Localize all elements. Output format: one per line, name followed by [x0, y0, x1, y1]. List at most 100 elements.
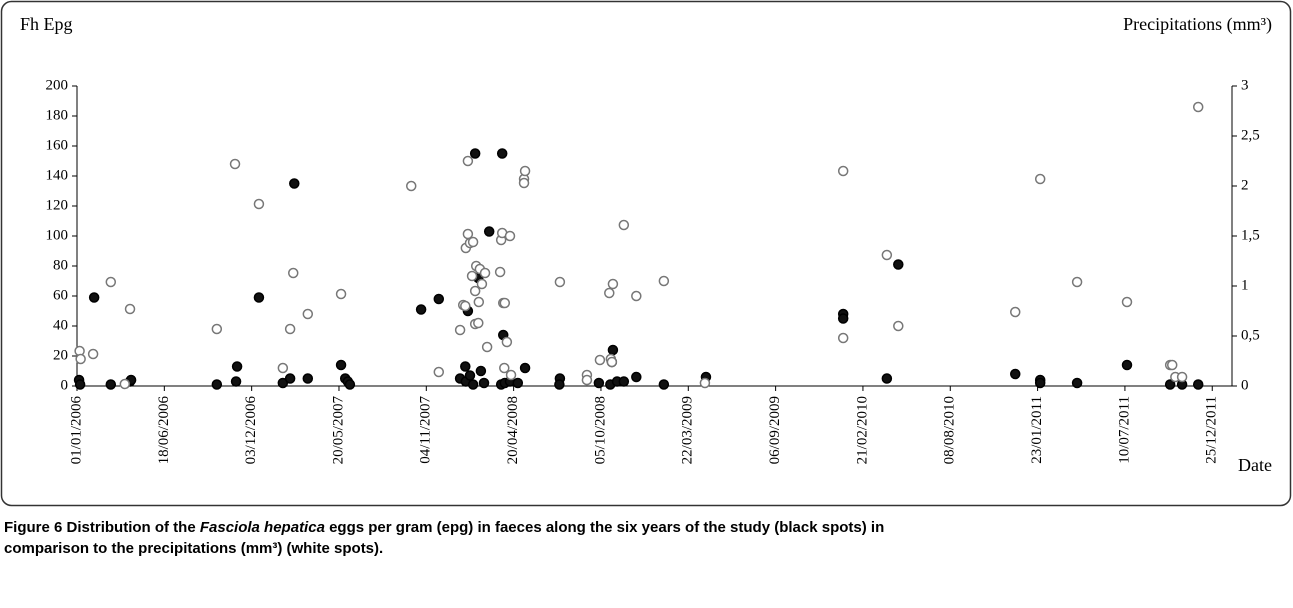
- point: [494, 266, 506, 278]
- y-tick-label: 180: [46, 107, 69, 123]
- y-tick-label: 80: [53, 257, 68, 273]
- point: [593, 377, 605, 389]
- x-tick-label: 08/08/2010: [942, 396, 958, 464]
- y-tick-label: 20: [53, 347, 68, 363]
- point: [606, 356, 618, 368]
- x-axis-title: Date: [1238, 455, 1272, 475]
- y2-tick-label: 3: [1241, 77, 1249, 93]
- point: [518, 177, 530, 189]
- y2-axis-title: Precipitations (mm³): [1123, 14, 1272, 35]
- point: [1121, 296, 1133, 308]
- x-tick-label: 04/11/2007: [418, 396, 434, 464]
- point: [469, 148, 481, 159]
- point: [1164, 379, 1176, 390]
- point: [554, 276, 566, 288]
- y2-tick-label: 0,5: [1241, 327, 1260, 343]
- point: [893, 320, 904, 332]
- point: [519, 165, 531, 177]
- point: [1121, 359, 1133, 371]
- point: [631, 290, 642, 302]
- y2-tick-label: 1: [1241, 277, 1249, 293]
- point: [483, 226, 495, 237]
- point: [893, 259, 904, 270]
- point: [405, 180, 417, 192]
- point: [433, 366, 445, 378]
- point: [1192, 379, 1204, 390]
- point: [74, 379, 86, 390]
- caption: Figure 6 Distribution of the Fasciola he…: [4, 519, 884, 536]
- point: [105, 276, 117, 288]
- x-tick-label: 22/03/2009: [680, 396, 696, 464]
- y-axis-title: Fh Epg: [20, 14, 73, 34]
- caption-italic: Fasciola hepatica: [200, 519, 325, 536]
- point: [231, 361, 243, 372]
- point: [594, 354, 606, 366]
- caption-text: Distribution of the: [67, 519, 196, 536]
- point: [211, 323, 223, 335]
- point: [289, 178, 300, 189]
- point: [658, 275, 670, 287]
- caption-text: eggs per gram (epg) in faeces along the …: [329, 519, 884, 536]
- point: [253, 292, 265, 303]
- point: [476, 278, 488, 290]
- point: [607, 344, 619, 356]
- point: [1034, 173, 1046, 185]
- y2-tick-label: 0: [1241, 377, 1249, 393]
- point: [479, 267, 491, 279]
- y-tick-label: 120: [46, 197, 69, 213]
- point: [1192, 101, 1204, 113]
- point: [1166, 359, 1178, 371]
- point: [230, 376, 242, 387]
- point: [124, 303, 136, 315]
- point: [464, 370, 476, 381]
- y-tick-label: 100: [46, 227, 69, 243]
- point: [302, 308, 314, 320]
- y2-tick-label: 2: [1241, 177, 1249, 193]
- x-tick-label: 05/10/2008: [592, 396, 608, 464]
- point: [119, 378, 131, 390]
- point: [496, 148, 508, 159]
- point: [105, 379, 117, 390]
- x-tick-label: 01/01/2006: [68, 396, 84, 465]
- point: [881, 249, 893, 261]
- point: [335, 288, 347, 300]
- point: [604, 287, 615, 299]
- point: [1034, 377, 1046, 389]
- point: [88, 292, 100, 303]
- point: [1009, 368, 1021, 380]
- point: [1071, 276, 1083, 288]
- point: [302, 373, 314, 384]
- x-tick-label: 06/09/2009: [767, 396, 783, 464]
- y-tick-label: 0: [61, 377, 69, 393]
- point: [75, 353, 86, 365]
- point: [618, 376, 630, 387]
- point: [469, 285, 481, 297]
- point: [881, 373, 893, 384]
- point: [837, 165, 849, 177]
- point: [631, 371, 642, 383]
- point: [554, 379, 565, 390]
- point: [618, 219, 630, 231]
- point: [475, 365, 487, 377]
- point: [1071, 377, 1083, 389]
- y-tick-label: 200: [46, 77, 69, 93]
- frame: [0, 0, 1292, 507]
- point: [467, 379, 479, 390]
- point: [581, 374, 593, 386]
- point: [284, 373, 296, 384]
- point: [460, 300, 471, 312]
- point: [658, 379, 670, 390]
- point: [229, 158, 241, 170]
- point: [512, 377, 524, 389]
- y-tick-label: 140: [46, 167, 69, 183]
- point: [415, 304, 427, 315]
- point: [87, 348, 99, 360]
- point: [499, 297, 511, 309]
- point: [462, 228, 474, 240]
- point: [499, 362, 510, 374]
- point: [607, 278, 619, 290]
- point: [284, 323, 296, 335]
- point: [466, 270, 478, 282]
